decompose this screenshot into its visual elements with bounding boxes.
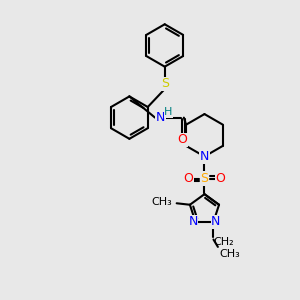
Text: CH₃: CH₃	[152, 197, 172, 207]
Text: O: O	[178, 133, 187, 146]
Text: H: H	[164, 107, 173, 117]
Text: S: S	[200, 172, 208, 185]
Text: O: O	[216, 172, 226, 185]
Text: N: N	[211, 215, 220, 228]
Text: N: N	[200, 150, 209, 163]
Text: S: S	[161, 77, 169, 90]
Text: CH₂: CH₂	[214, 238, 234, 248]
Text: N: N	[188, 215, 198, 228]
Text: O: O	[183, 172, 193, 185]
Text: N: N	[156, 111, 165, 124]
Text: CH₃: CH₃	[219, 249, 240, 259]
